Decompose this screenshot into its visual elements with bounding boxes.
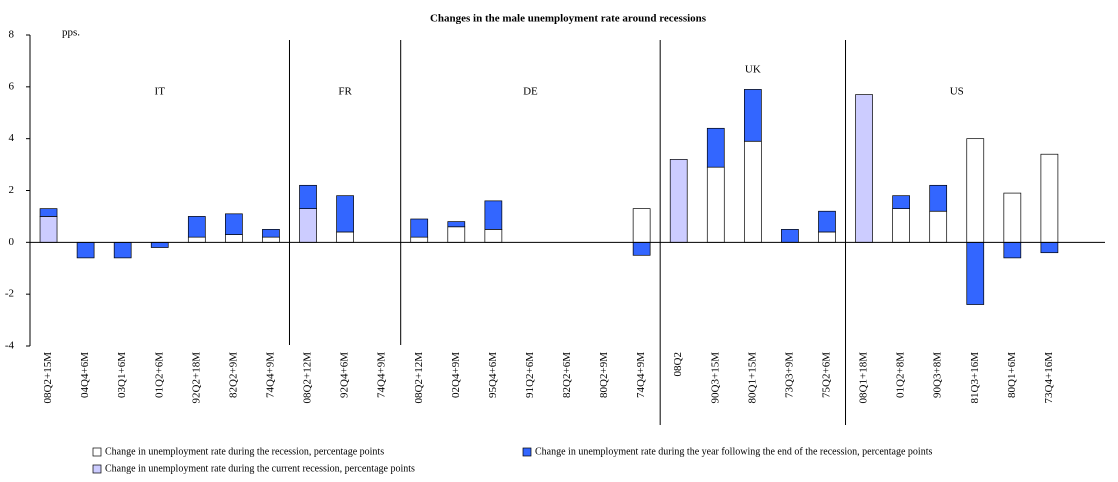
legend-swatch — [92, 447, 102, 457]
bar-segment — [1040, 153, 1059, 243]
legend-label: Change in unemployment rate during the r… — [105, 446, 384, 457]
bar-segment — [410, 236, 429, 243]
bar-segment — [966, 241, 985, 305]
x-tick-label: 02Q4+9M — [450, 352, 462, 398]
bar-segment — [410, 218, 429, 238]
bar-segment — [447, 221, 466, 228]
bar-segment — [743, 89, 762, 142]
legend-label: Change in unemployment rate during the y… — [535, 446, 932, 457]
bar-segment — [484, 200, 503, 230]
x-tick-label: 95Q4+6M — [487, 352, 499, 398]
bar-segment — [187, 236, 206, 243]
x-tick-label: 74Q4+9M — [264, 352, 276, 398]
x-tick-label: 74Q4+9M — [635, 352, 647, 398]
group-label: FR — [338, 86, 352, 98]
bar-segment — [818, 231, 836, 243]
bar-segment — [299, 184, 317, 209]
x-tick-label: 74Q4+9M — [376, 352, 388, 398]
bar-segment — [892, 208, 910, 243]
bar-segment — [929, 184, 948, 212]
chart-title: Changes in the male unemployment rate ar… — [430, 13, 707, 25]
bar-segment — [447, 226, 466, 243]
x-tick-label: 80Q1+6M — [1006, 352, 1018, 398]
group-label: DE — [523, 86, 538, 98]
group-label: US — [950, 86, 964, 98]
y-tick-label: -4 — [5, 340, 15, 352]
y-tick-label: 0 — [9, 236, 15, 248]
bar-segment — [632, 241, 651, 256]
bar-segment — [262, 236, 280, 243]
bar-segment — [632, 208, 651, 243]
bar-segment — [225, 213, 243, 235]
group-label: UK — [745, 64, 761, 76]
bar-segment — [262, 229, 280, 238]
y-tick-label: -2 — [5, 288, 14, 300]
x-tick-label: 82Q2+6M — [561, 352, 573, 398]
x-tick-label: 90Q3+8M — [932, 352, 944, 398]
y-tick-label: 8 — [9, 29, 15, 41]
x-tick-label: 08Q1+18M — [858, 352, 870, 404]
legend-swatch — [522, 447, 532, 457]
group-label: IT — [155, 86, 166, 98]
bar-segment — [706, 166, 725, 243]
y-tick-label: 2 — [9, 184, 15, 196]
bar-segment — [336, 231, 354, 243]
bar-segment — [150, 241, 169, 248]
x-tick-label: 90Q3+15M — [709, 352, 721, 404]
x-tick-label: 73Q4+16M — [1043, 352, 1055, 404]
bar-segment — [299, 208, 317, 243]
bar-segment — [187, 216, 206, 238]
x-tick-label: 81Q3+16M — [969, 352, 981, 404]
bar-segment — [76, 241, 95, 259]
x-tick-label: 75Q2+6M — [821, 352, 833, 398]
x-tick-label: 01Q2+6M — [153, 352, 165, 398]
x-tick-label: 80Q1+15M — [746, 352, 758, 404]
bar-segment — [669, 159, 688, 243]
bar-segment — [113, 241, 132, 259]
x-tick-label: 80Q2+9M — [598, 352, 610, 398]
legend-swatch — [92, 464, 102, 474]
bar-segment — [966, 138, 985, 243]
x-tick-label: 08Q2 — [672, 352, 684, 376]
x-tick-label: 01Q2+8M — [895, 352, 907, 398]
bar-segment — [484, 229, 503, 243]
x-tick-label: 92Q2+18M — [190, 352, 202, 404]
bar-segment — [818, 210, 836, 233]
y-tick-label: 4 — [9, 132, 15, 144]
bar-segment — [1040, 241, 1059, 254]
bar-segment — [1003, 192, 1022, 243]
bar-segment — [929, 210, 948, 243]
bar-segment — [781, 229, 799, 243]
bar-segment — [855, 94, 873, 243]
legend-label: Change in unemployment rate during the c… — [105, 463, 415, 474]
x-tick-label: 82Q2+9M — [227, 352, 239, 398]
bar-segment — [39, 216, 58, 243]
x-tick-label: 08Q2+15M — [42, 352, 54, 404]
x-tick-label: 08Q2+12M — [413, 352, 425, 404]
bar-segment — [892, 195, 910, 209]
bar-segment — [39, 208, 58, 217]
y-tick-label: 6 — [9, 80, 15, 92]
bar-segment — [743, 140, 762, 243]
x-tick-label: 03Q1+6M — [116, 352, 128, 398]
bar-segment — [225, 234, 243, 243]
y-unit: pps. — [62, 27, 80, 39]
x-tick-label: 73Q3+9M — [783, 352, 795, 398]
x-tick-label: 08Q2+12M — [302, 352, 314, 404]
x-tick-label: 04Q4+6M — [79, 352, 91, 398]
bar-segment — [336, 195, 354, 233]
x-tick-label: 92Q4+6M — [339, 352, 351, 398]
bar-segment — [1003, 241, 1022, 259]
x-tick-label: 91Q2+6M — [524, 352, 536, 398]
bar-segment — [706, 127, 725, 168]
